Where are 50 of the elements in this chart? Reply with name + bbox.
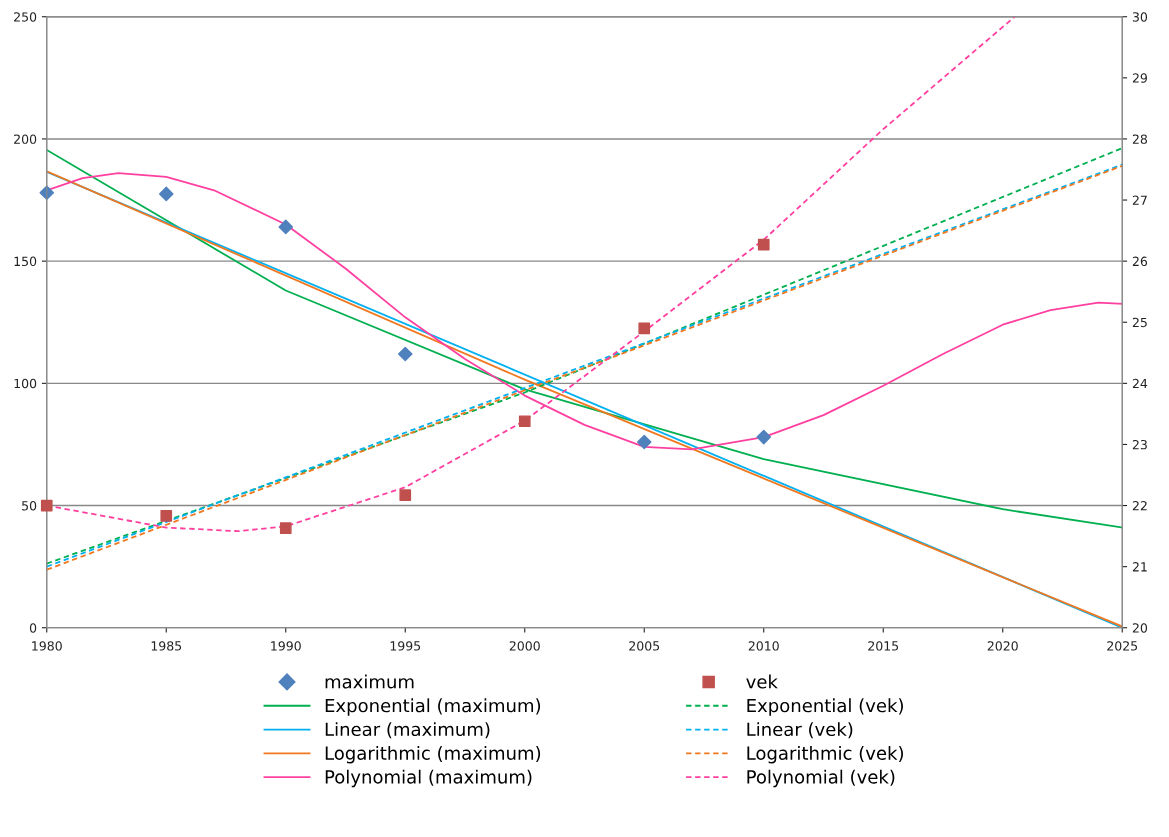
x-tick-label: 1990 [271, 641, 301, 651]
y2-tick-label: 29 [1132, 73, 1147, 83]
x-tick-label: 2010 [748, 641, 779, 651]
x-tick-label: 2015 [868, 641, 899, 651]
point [518, 415, 531, 428]
legend-label: Linear (maximum) [325, 722, 490, 739]
x-tick-label: 2025 [1107, 641, 1138, 651]
y-tick-label: 200 [14, 134, 37, 144]
legend-label: Polynomial (vek) [747, 769, 895, 788]
point [40, 499, 53, 512]
legend-label: Linear (vek) [747, 722, 853, 739]
y-tick-label: 50 [22, 501, 37, 511]
x-tick-label: 2020 [987, 641, 1018, 651]
x-tick-label: 2000 [509, 641, 540, 651]
y2-tick-label: 22 [1132, 501, 1147, 511]
y2-tick-label: 24 [1132, 378, 1148, 389]
point [278, 219, 294, 235]
y2-tick-label: 27 [1132, 195, 1147, 205]
point [279, 522, 292, 535]
y2-tick-label: 25 [1132, 317, 1147, 328]
legend-label: Exponential (vek) [747, 698, 903, 716]
y2-tick-label: 23 [1132, 439, 1147, 450]
point [756, 429, 772, 445]
y2-tick-label: 20 [1132, 623, 1148, 633]
y-tick-label: 150 [14, 256, 37, 267]
legend-label: Polynomial (maximum) [325, 769, 532, 788]
point [158, 186, 174, 202]
point [160, 510, 173, 522]
point [39, 185, 55, 200]
y2-tick-label: 30 [1132, 12, 1148, 22]
point [638, 322, 651, 335]
y2-tick-label: 28 [1132, 134, 1148, 144]
legend-label: maximum [325, 674, 414, 689]
point [757, 238, 770, 251]
point [636, 434, 652, 450]
legend-label: Logarithmic (maximum) [325, 745, 541, 764]
point [397, 346, 413, 362]
legend-label: Logarithmic (vek) [747, 745, 903, 764]
y2-tick-label: 21 [1132, 562, 1147, 572]
point [399, 489, 412, 502]
legend-label: Exponential (maximum) [325, 698, 541, 716]
y-tick-label: 100 [14, 378, 37, 389]
x-tick-label: 2005 [629, 641, 660, 651]
y-tick-label: 250 [14, 12, 37, 22]
y-tick-label: 0 [29, 623, 37, 633]
x-tick-label: 1980 [32, 641, 62, 651]
y2-tick-label: 26 [1132, 256, 1148, 267]
x-tick-label: 1995 [390, 641, 421, 651]
legend-label: vek [746, 674, 778, 689]
x-tick-label: 1985 [151, 641, 182, 651]
